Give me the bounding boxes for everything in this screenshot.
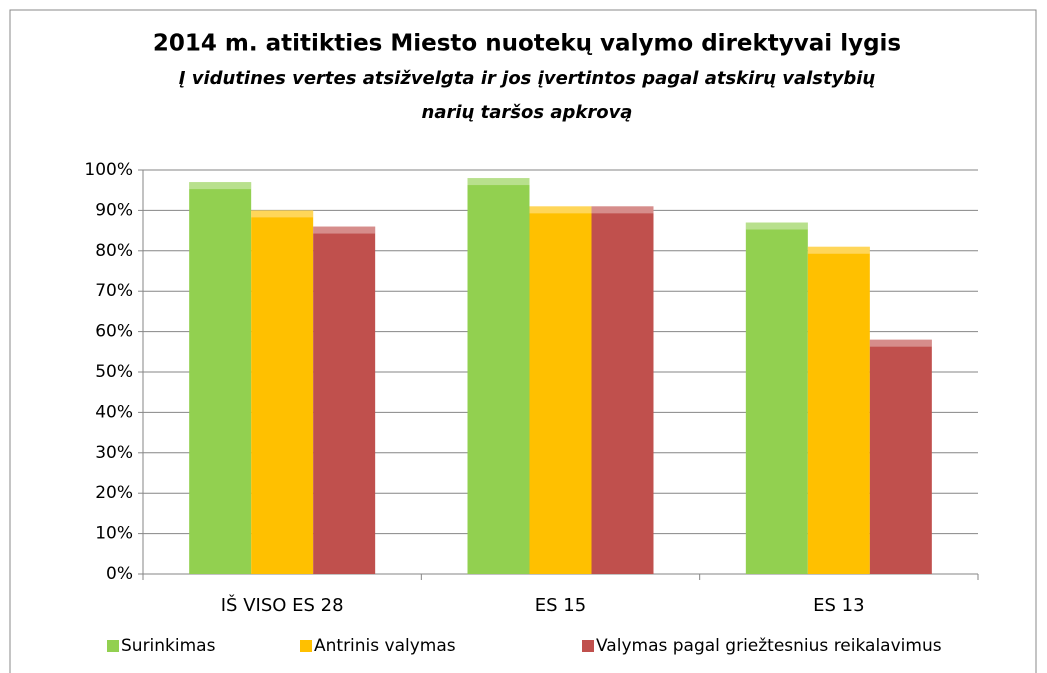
y-tick-label: 80% <box>95 241 133 261</box>
bar-top <box>467 178 530 186</box>
bar <box>745 222 808 574</box>
legend-swatch <box>582 640 594 652</box>
legend-swatch <box>300 640 312 652</box>
x-tick-label: ES 13 <box>813 595 864 616</box>
y-tick-label: 0% <box>106 564 133 584</box>
bar <box>467 178 530 574</box>
bar <box>251 210 314 574</box>
chart-subtitle: narių taršos apkrovą <box>422 102 633 123</box>
bar-top <box>251 210 314 218</box>
legend-label: Valymas pagal griežtesnius reikalavimus <box>596 636 942 656</box>
bar-top <box>529 206 592 214</box>
bar <box>313 226 376 574</box>
bar-top <box>189 182 252 190</box>
chart-subtitle: Į vidutines vertes atsižvelgta ir jos įv… <box>179 68 876 89</box>
bar <box>869 339 932 574</box>
bar-top <box>313 226 376 234</box>
bar <box>529 206 592 575</box>
x-tick-label: IŠ VISO ES 28 <box>221 594 344 616</box>
legend-label: Antrinis valymas <box>314 636 456 656</box>
y-tick-label: 60% <box>95 322 133 342</box>
y-tick-label: 90% <box>95 200 133 220</box>
y-tick-label: 20% <box>95 483 133 503</box>
bar-top <box>869 339 932 347</box>
bar <box>807 246 870 574</box>
legend-swatch <box>107 640 119 652</box>
y-tick-label: 70% <box>95 281 133 301</box>
y-tick-label: 100% <box>84 160 133 180</box>
bar-top <box>591 206 654 214</box>
y-tick-label: 30% <box>95 443 133 463</box>
bar <box>189 182 252 574</box>
y-tick-label: 40% <box>95 402 133 422</box>
x-tick-label: ES 15 <box>535 595 586 616</box>
legend-label: Surinkimas <box>121 636 216 656</box>
bar-top <box>807 246 870 254</box>
chart-title: 2014 m. atitikties Miesto nuotekų valymo… <box>153 31 901 57</box>
y-tick-label: 10% <box>95 524 133 544</box>
bar <box>591 206 654 575</box>
bar-top <box>745 222 808 230</box>
y-tick-label: 50% <box>95 362 133 382</box>
